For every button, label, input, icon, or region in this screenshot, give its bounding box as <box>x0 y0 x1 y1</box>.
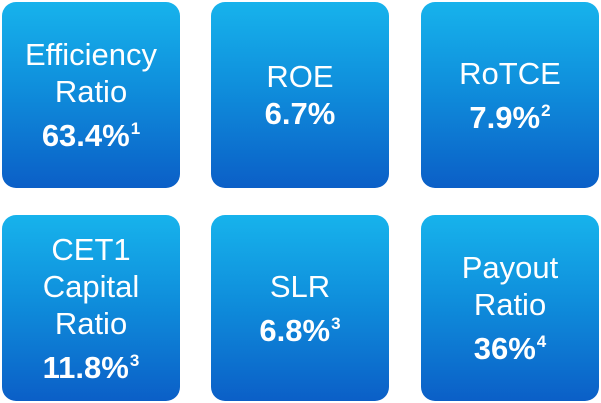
kpi-value: 6.8% <box>259 312 331 348</box>
kpi-value: 6.7% <box>264 96 336 131</box>
kpi-value-line: 11.8%3 <box>43 342 140 386</box>
kpi-label: Efficiency <box>24 37 158 72</box>
kpi-label: Capital <box>42 268 140 304</box>
footnote-marker: 3 <box>129 350 140 370</box>
footnote-marker: 1 <box>130 119 141 138</box>
kpi-value-line: 7.9%2 <box>469 92 550 136</box>
kpi-value: 11.8% <box>42 349 129 385</box>
footnote-marker: 3 <box>331 313 341 333</box>
kpi-label: ROE <box>266 59 334 94</box>
kpi-label: Payout <box>461 250 559 285</box>
kpi-label: Ratio <box>54 305 128 341</box>
kpi-value-line: 63.4%1 <box>42 110 140 154</box>
kpi-tile: Efficiency Ratio 63.4%1 <box>2 2 180 188</box>
kpi-value-line: 36%4 <box>474 323 547 367</box>
kpi-tile: RoTCE 7.9%2 <box>421 2 599 188</box>
kpi-value: 63.4% <box>41 118 130 153</box>
kpi-tile: ROE 6.7% <box>211 2 389 188</box>
kpi-label: SLR <box>269 268 331 304</box>
kpi-tile: Payout Ratio 36%4 <box>421 215 599 401</box>
kpi-value-line: 6.7% <box>265 95 336 132</box>
kpi-value: 36% <box>473 331 536 366</box>
kpi-tile: CET1 Capital Ratio 11.8%3 <box>2 215 180 401</box>
kpi-value: 7.9% <box>469 99 541 135</box>
kpi-label: Ratio <box>54 74 128 109</box>
kpi-tile: SLR 6.8%3 <box>211 215 389 401</box>
kpi-label: CET1 <box>51 231 131 267</box>
kpi-label: RoTCE <box>459 55 561 91</box>
kpi-label: Ratio <box>473 287 547 322</box>
footnote-marker: 2 <box>541 100 551 120</box>
footnote-marker: 4 <box>536 332 547 351</box>
kpi-value-line: 6.8%3 <box>259 305 340 349</box>
